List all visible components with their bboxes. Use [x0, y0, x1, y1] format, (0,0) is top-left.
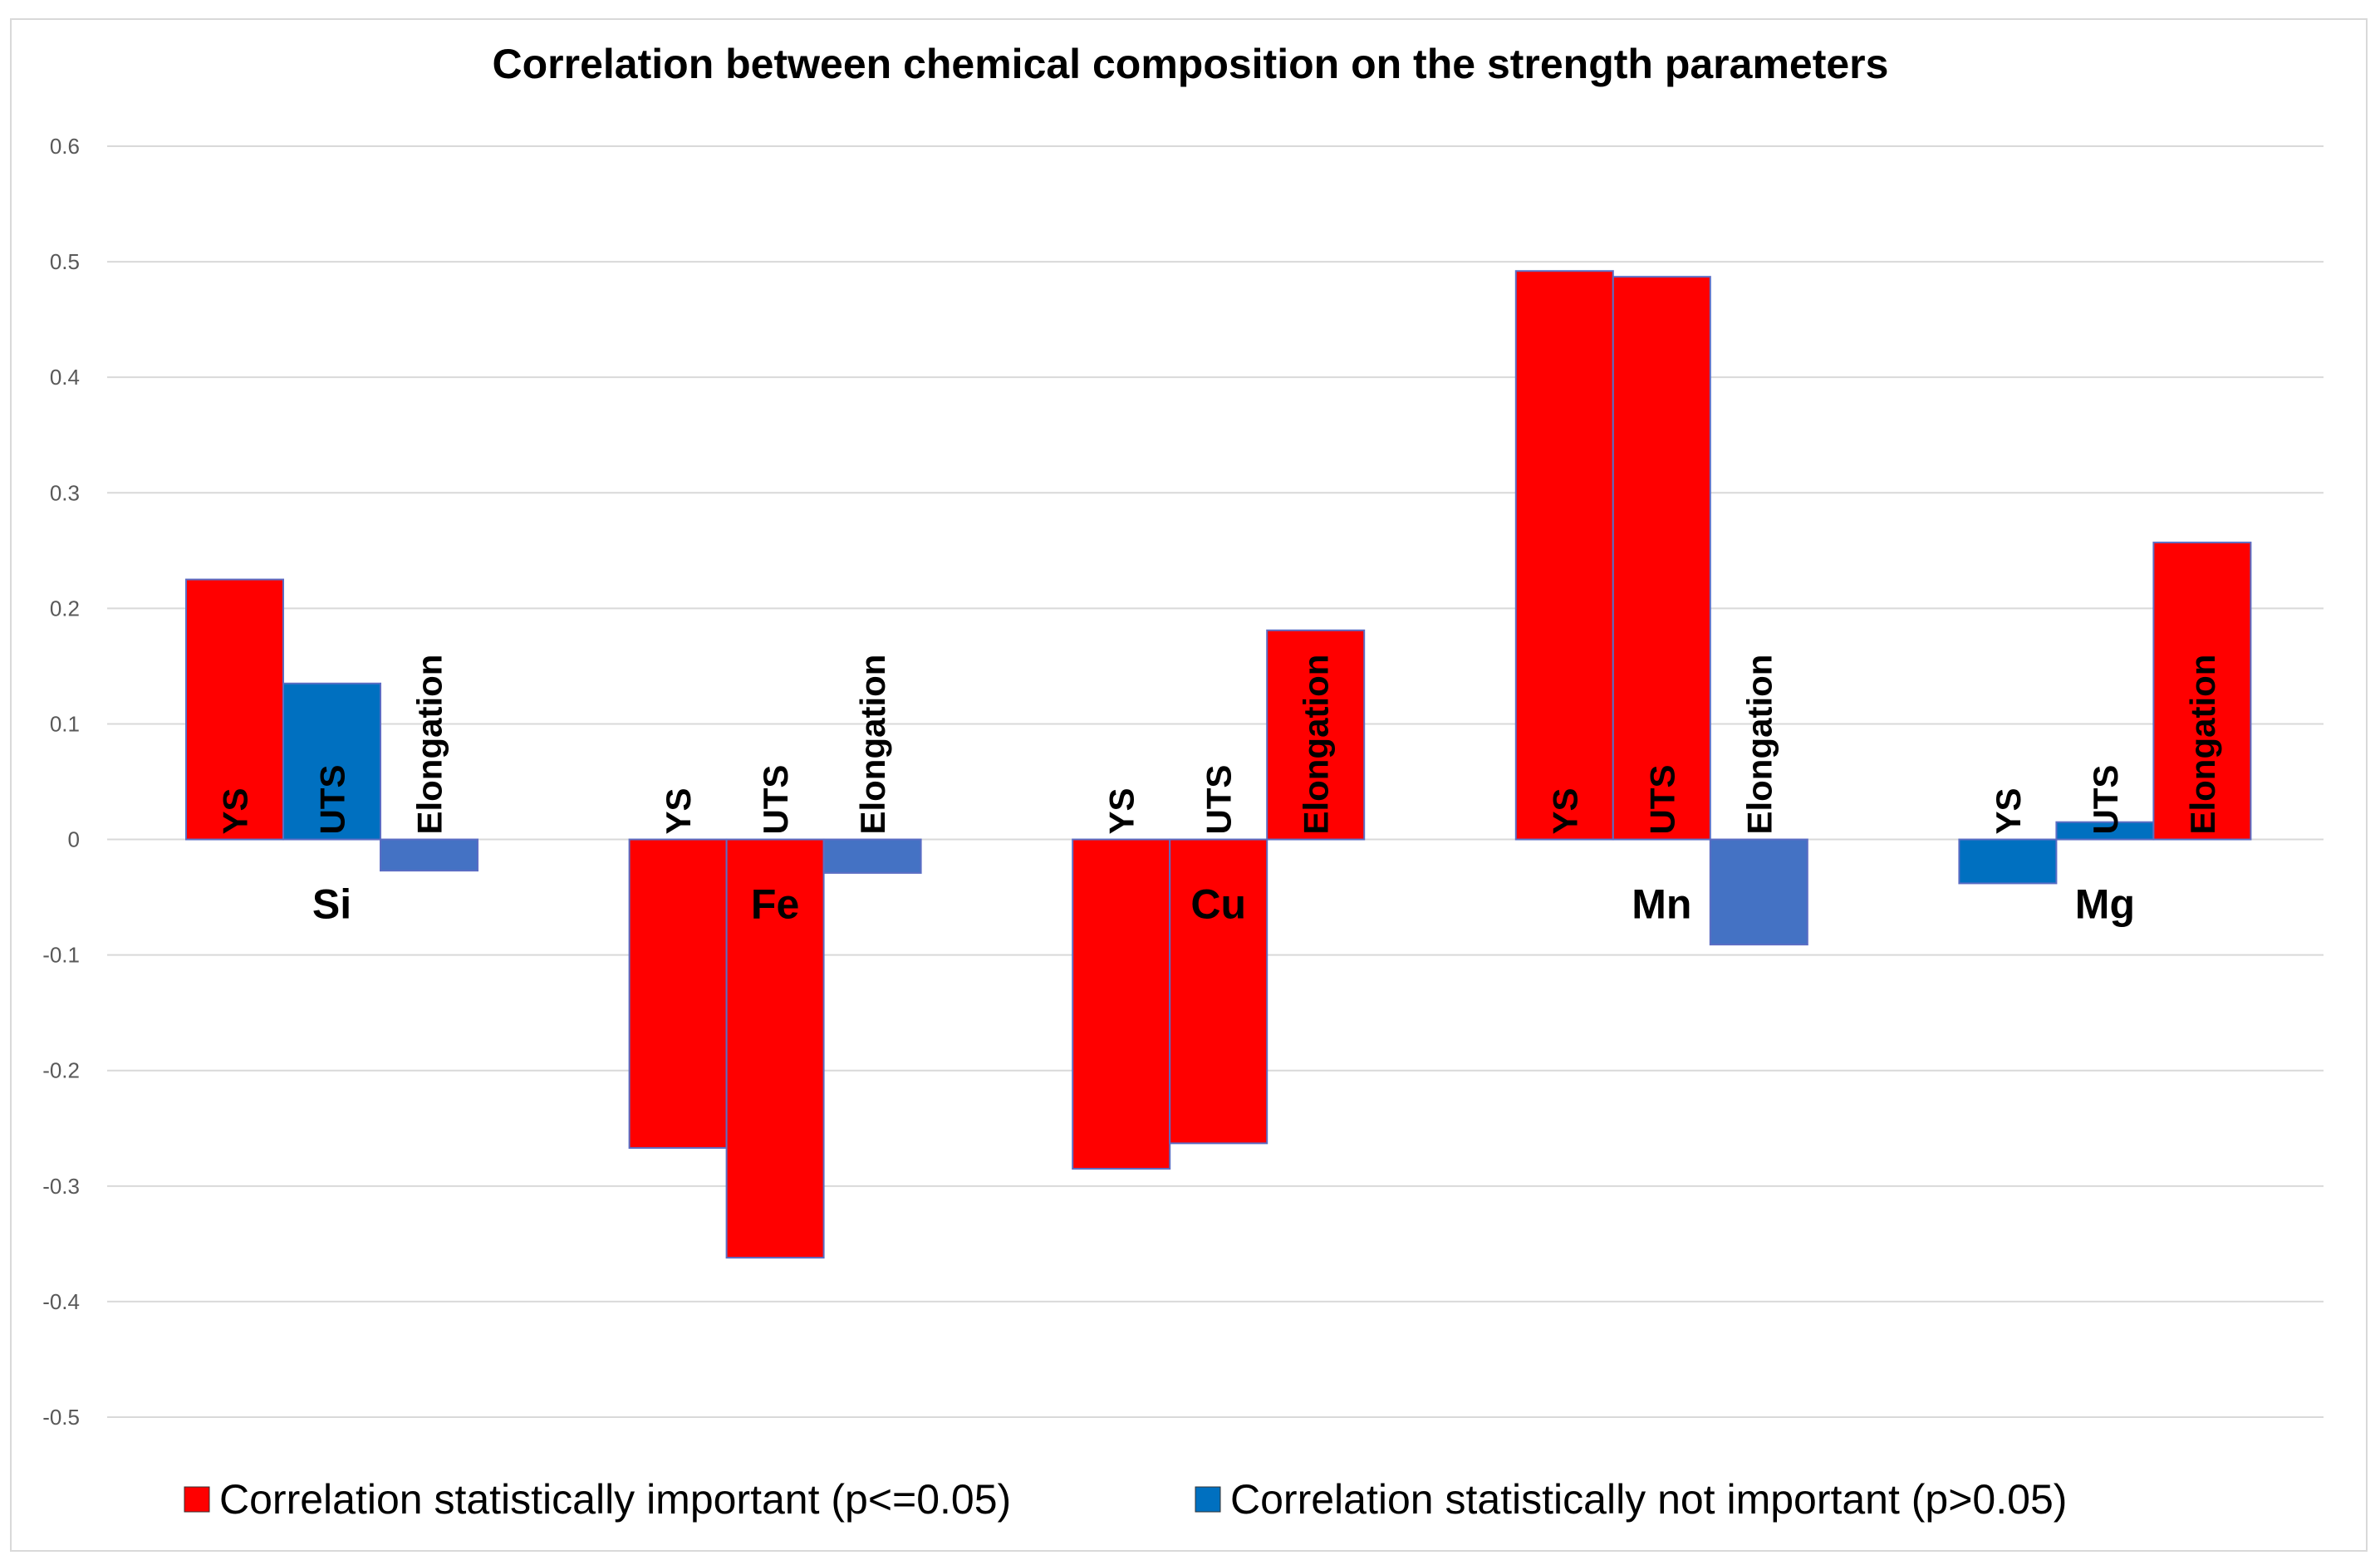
category-label-mg: Mg: [2075, 881, 2135, 928]
legend-swatch-not-significant: [1195, 1486, 1221, 1513]
chart-frame: Correlation between chemical composition…: [10, 18, 2368, 1552]
bar-label-mg-uts: UTS: [2086, 765, 2125, 835]
bar-label-mn-ys: YS: [1545, 788, 1584, 835]
bar-label-cu-uts: UTS: [1200, 765, 1239, 835]
category-label-fe: Fe: [751, 881, 799, 928]
category-label-cu: Cu: [1190, 881, 1246, 928]
bar-label-mg-ys: YS: [1989, 788, 2028, 835]
y-tick-label: 0.6: [50, 134, 80, 159]
bar-mg-ys: [1958, 838, 2058, 885]
bar-mn-uts: [1612, 276, 1711, 841]
bar-si-uts: [282, 682, 381, 841]
y-tick-label: 0.3: [50, 480, 80, 505]
legend: Correlation statistically important (p<=…: [184, 1476, 2067, 1523]
bar-cu-ys: [1072, 838, 1171, 1170]
bar-cu-elongation: [1266, 629, 1366, 841]
y-tick-label: -0.5: [42, 1405, 80, 1430]
category-label-mn: Mn: [1632, 881, 1691, 928]
bar-label-cu-elongation: Elongation: [1297, 655, 1336, 835]
bar-mg-elongation: [2152, 542, 2252, 841]
bar-si-ys: [185, 578, 284, 841]
bar-mn-elongation: [1709, 838, 1808, 946]
category-labels: Si Fe Cu Mn Mg: [312, 881, 2135, 928]
bar-label-si-elongation: Elongation: [410, 655, 449, 835]
legend-swatch-significant: [184, 1486, 210, 1513]
y-tick-label: 0: [68, 827, 80, 852]
y-tick-label: 0.4: [50, 365, 80, 390]
category-label-si: Si: [312, 881, 351, 928]
y-tick-label: 0.1: [50, 711, 80, 736]
y-axis-ticks: -0.5 -0.4 -0.3 -0.2 -0.1 0 0.1 0.2 0.3 0.4 0.5 0.6: [42, 134, 80, 1430]
bar-label-si-ys: YS: [216, 788, 255, 835]
bar-label-mg-elongation: Elongation: [2183, 655, 2222, 835]
bar-label-mn-uts: UTS: [1642, 765, 1681, 835]
bar-cu-uts: [1169, 838, 1269, 1145]
y-tick-label: 0.5: [50, 249, 80, 274]
bar-fe-uts: [725, 838, 825, 1259]
bar-label-si-uts: UTS: [313, 765, 352, 835]
y-tick-label: -0.2: [42, 1058, 80, 1083]
bar-mn-ys: [1514, 270, 1614, 841]
bar-si-elongation: [380, 838, 478, 872]
y-tick-label: 0.2: [50, 596, 80, 621]
bar-label-fe-elongation: Elongation: [853, 655, 892, 835]
bar-label-mn-elongation: Elongation: [1740, 655, 1779, 835]
chart-title: Correlation between chemical composition…: [493, 41, 1889, 87]
bar-fe-ys: [628, 838, 728, 1149]
bar-label-cu-ys: YS: [1102, 788, 1141, 835]
bar-fe-elongation: [822, 838, 922, 874]
bars: YS UTS Elongation YS UTS Elongation YS UTS Elong…: [185, 270, 2252, 1259]
y-tick-label: -0.3: [42, 1174, 80, 1199]
bar-label-fe-uts: UTS: [756, 765, 795, 835]
chart-canvas: Correlation between chemical composition…: [42, 41, 2324, 1523]
y-tick-label: -0.4: [42, 1289, 80, 1314]
legend-label-not-significant: Correlation statistically not important …: [1230, 1476, 2067, 1523]
legend-label-significant: Correlation statistically important (p<=…: [219, 1476, 1011, 1523]
y-tick-label: -0.1: [42, 943, 80, 968]
bar-label-fe-ys: YS: [659, 788, 698, 835]
